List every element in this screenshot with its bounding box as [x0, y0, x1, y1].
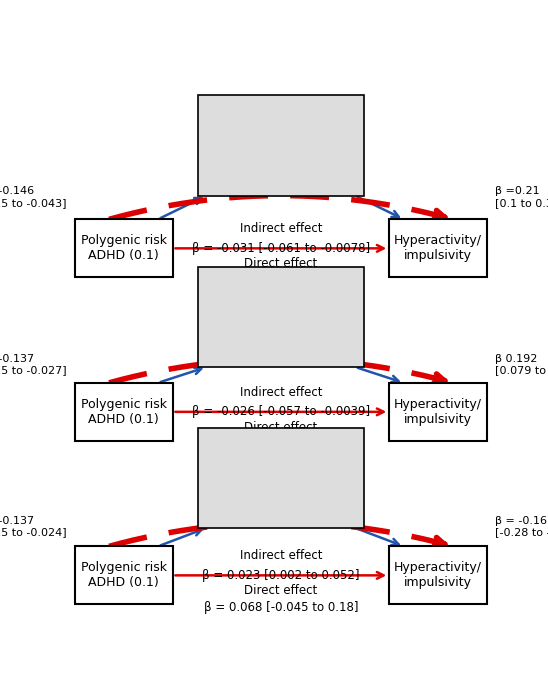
FancyBboxPatch shape [389, 219, 487, 277]
Text: Polygenic risk
ADHD (0.1): Polygenic risk ADHD (0.1) [81, 398, 167, 426]
Text: Direct effect: Direct effect [244, 584, 317, 597]
Text: β = -0.026 [-0.057 to -0.0039]: β = -0.026 [-0.057 to -0.0039] [192, 405, 370, 418]
Text: β = -0.031 [-0.061 to -0.0078]: β = -0.031 [-0.061 to -0.0078] [192, 242, 370, 255]
FancyBboxPatch shape [198, 95, 364, 196]
Text: β = 0.13 [0.023 to 0.23]: β = 0.13 [0.023 to 0.23] [209, 274, 352, 287]
Text: β = 0.13 [0.016 to 0.24]: β = 0.13 [0.016 to 0.24] [209, 438, 352, 451]
Text: Polygenic risk
ADHD (0.1): Polygenic risk ADHD (0.1) [81, 562, 167, 589]
Text: Hyperactivity/
impulsivity: Hyperactivity/ impulsivity [394, 562, 482, 589]
Text: Direct effect: Direct effect [244, 257, 317, 270]
Text: β = -0.146
[-0.25 to -0.043]: β = -0.146 [-0.25 to -0.043] [0, 186, 66, 208]
Text: β = -0.137
[-0.25 to -0.027]: β = -0.137 [-0.25 to -0.027] [0, 353, 66, 375]
FancyBboxPatch shape [198, 267, 364, 367]
Text: Indirect effect: Indirect effect [239, 223, 322, 235]
Text: Hyperactivity/
impulsivity: Hyperactivity/ impulsivity [394, 234, 482, 262]
FancyBboxPatch shape [389, 383, 487, 441]
Text: β = -0.137
[-0.25 to -0.024]: β = -0.137 [-0.25 to -0.024] [0, 516, 66, 537]
Text: β = 0.023 [0.002 to 0.052]: β = 0.023 [0.002 to 0.052] [202, 569, 359, 582]
Text: β =0.21
[0.1 to 0.31]: β =0.21 [0.1 to 0.31] [495, 186, 548, 208]
Text: β 0.192
[0.079 to 0.31]: β 0.192 [0.079 to 0.31] [495, 353, 548, 375]
Text: Polygenic risk
ADHD (0.1): Polygenic risk ADHD (0.1) [81, 234, 167, 262]
FancyBboxPatch shape [75, 547, 173, 604]
FancyBboxPatch shape [389, 547, 487, 604]
FancyBboxPatch shape [75, 383, 173, 441]
Text: Direct effect: Direct effect [244, 421, 317, 434]
Text: β = 0.068 [-0.045 to 0.18]: β = 0.068 [-0.045 to 0.18] [204, 601, 358, 614]
FancyBboxPatch shape [75, 219, 173, 277]
FancyBboxPatch shape [198, 427, 364, 528]
Text: β = -0.167
[-0.28 to -0.05]: β = -0.167 [-0.28 to -0.05] [495, 516, 548, 537]
Text: Indirect effect: Indirect effect [239, 549, 322, 562]
Text: Indirect effect: Indirect effect [239, 386, 322, 399]
Text: Hyperactivity/
impulsivity: Hyperactivity/ impulsivity [394, 398, 482, 426]
